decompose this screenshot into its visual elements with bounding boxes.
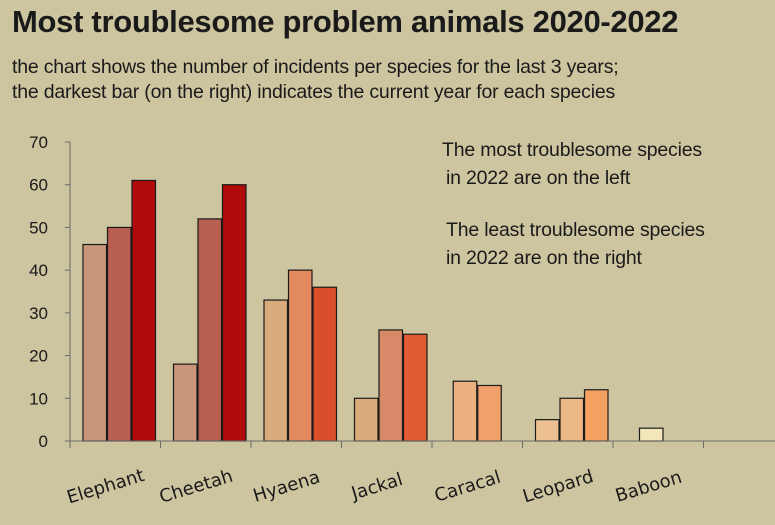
bar-hyaena-1 bbox=[263, 299, 289, 442]
bar-elephant-1 bbox=[82, 243, 108, 442]
x-tick-label: Cheetah bbox=[157, 466, 235, 508]
note-least-line-1: The least troublesome species bbox=[446, 219, 705, 241]
y-tick-label: 60 bbox=[29, 176, 48, 195]
chart-subtitle-line-1: the chart shows the number of incidents … bbox=[12, 56, 619, 78]
bar-cheetah-2 bbox=[197, 218, 223, 442]
bar-baboon-1 bbox=[638, 427, 664, 442]
x-tick-label: Hyaena bbox=[251, 467, 323, 507]
bars bbox=[82, 179, 664, 442]
bar-caracal-2 bbox=[477, 384, 502, 442]
bar-leopard-3 bbox=[583, 389, 609, 442]
chart-subtitle-line-2: the darkest bar (on the right) indicates… bbox=[12, 81, 616, 103]
note-most-line-2: in 2022 are on the left bbox=[446, 167, 631, 189]
bar-cheetah-1 bbox=[172, 363, 198, 442]
bar-elephant-3 bbox=[131, 179, 157, 442]
x-tick-label: Jackal bbox=[348, 469, 405, 505]
bar-hyaena-3 bbox=[312, 286, 338, 442]
bar-hyaena-2 bbox=[287, 269, 313, 442]
chart-title: Most troublesome problem animals 2020-20… bbox=[12, 4, 679, 39]
y-tick-label: 30 bbox=[29, 304, 48, 323]
y-tick-label: 50 bbox=[29, 218, 48, 237]
bar-elephant-2 bbox=[106, 226, 132, 442]
bar-leopard-2 bbox=[559, 397, 585, 442]
note-most-line-1: The most troublesome species bbox=[442, 139, 702, 161]
bar-cheetah-3 bbox=[221, 184, 247, 442]
bar-jackal-3 bbox=[402, 333, 428, 442]
y-tick-label: 20 bbox=[29, 347, 48, 366]
note-least-line-2: in 2022 are on the right bbox=[446, 247, 642, 269]
y-tick-label: 70 bbox=[29, 133, 48, 152]
x-tick-label: Baboon bbox=[613, 467, 684, 507]
x-tick-label: Elephant bbox=[64, 465, 146, 508]
bar-jackal-2 bbox=[378, 329, 404, 442]
bar-jackal-1 bbox=[353, 397, 379, 442]
x-tick-label: Leopard bbox=[520, 466, 596, 507]
x-axis: Elephant Cheetah Hyaena Jackal Caracal Leopar… bbox=[64, 440, 775, 508]
x-tick-label: Caracal bbox=[432, 467, 503, 507]
bar-leopard-1 bbox=[534, 419, 560, 442]
y-tick-label: 40 bbox=[29, 261, 48, 280]
bar-caracal-1 bbox=[452, 380, 478, 442]
y-axis: 0 10 20 30 40 50 60 70 bbox=[29, 133, 71, 451]
y-tick-label: 10 bbox=[29, 389, 48, 408]
y-tick-label: 0 bbox=[39, 432, 48, 451]
